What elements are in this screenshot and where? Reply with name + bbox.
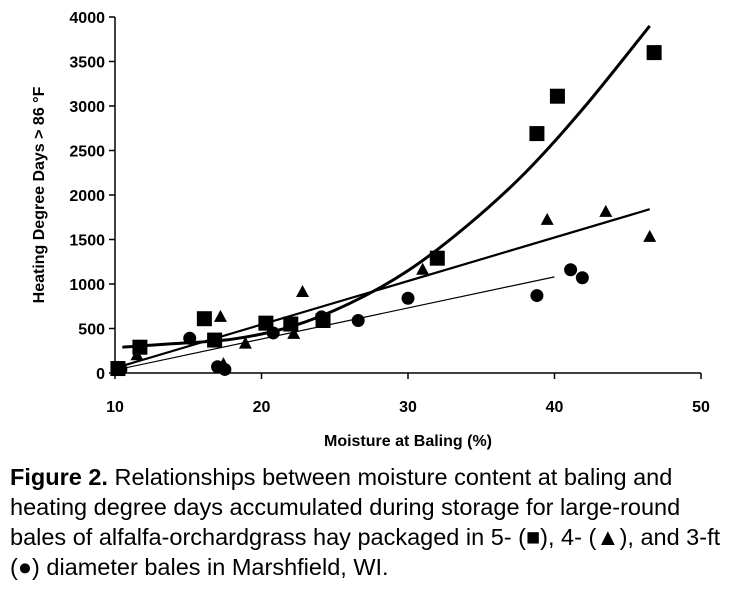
- triangle-marker: [287, 326, 301, 339]
- figure-label: Figure 2.: [10, 464, 108, 490]
- square-marker: [646, 45, 662, 61]
- square-marker: [207, 332, 223, 348]
- triangle-trendline: [122, 208, 651, 367]
- square-marker: [283, 316, 299, 332]
- triangle-marker: [238, 336, 252, 349]
- circle-marker: [183, 331, 197, 345]
- y-tick-label: 3500: [69, 55, 105, 72]
- circle-marker: [266, 326, 280, 340]
- markers: [110, 45, 662, 377]
- y-tick-label: 1500: [69, 233, 105, 250]
- square-marker: [549, 88, 565, 104]
- scatter-chart: 0 500 1000 1500 2000 2500 3000 3500 4000 10 20 30 40…: [31, 10, 710, 450]
- triangle-marker: [130, 348, 144, 361]
- circle-marker: [530, 289, 544, 303]
- triangle-marker: [213, 309, 227, 322]
- x-tick-label: 20: [253, 399, 271, 416]
- figure-caption: Figure 2. Relationships between moisture…: [10, 462, 726, 582]
- circle-marker: [401, 291, 415, 305]
- x-tick-label: 10: [106, 399, 124, 416]
- y-axis-title: Heating Degree Days > 86 °F: [31, 86, 48, 303]
- y-tick-label: 2500: [69, 144, 105, 161]
- square-marker: [429, 250, 445, 266]
- circle-marker: [351, 313, 365, 327]
- triangle-marker: [643, 229, 657, 242]
- square-marker: [196, 311, 212, 327]
- caption-text: Relationships between moisture content a…: [10, 464, 721, 580]
- y-tick-label: 3000: [69, 99, 105, 116]
- square-marker: [258, 315, 274, 331]
- circle-marker: [564, 263, 578, 277]
- circle-marker: [218, 362, 232, 376]
- square-marker: [529, 126, 545, 142]
- triangle-marker: [296, 285, 310, 298]
- square-marker: [132, 339, 148, 355]
- triangle-marker: [416, 262, 430, 275]
- triangle-marker: [599, 204, 613, 217]
- square-trendline: [122, 24, 651, 349]
- y-tick-label: 4000: [69, 10, 105, 27]
- x-axis-title: Moisture at Baling (%): [324, 433, 492, 450]
- circle-trendline: [122, 276, 555, 370]
- y-tick-label: 500: [78, 322, 105, 339]
- triangle-marker: [540, 212, 554, 225]
- circle-marker: [315, 310, 329, 324]
- x-tick-label: 50: [692, 399, 710, 416]
- y-tick-label: 2000: [69, 188, 105, 205]
- circle-marker: [114, 362, 128, 376]
- y-tick-label: 0: [96, 366, 105, 383]
- tick-labels: 0 500 1000 1500 2000 2500 3000 3500 4000 10 20 30 40…: [69, 10, 710, 416]
- y-tick-label: 1000: [69, 277, 105, 294]
- circle-marker: [575, 271, 589, 285]
- x-tick-label: 40: [546, 399, 564, 416]
- x-tick-label: 30: [399, 399, 417, 416]
